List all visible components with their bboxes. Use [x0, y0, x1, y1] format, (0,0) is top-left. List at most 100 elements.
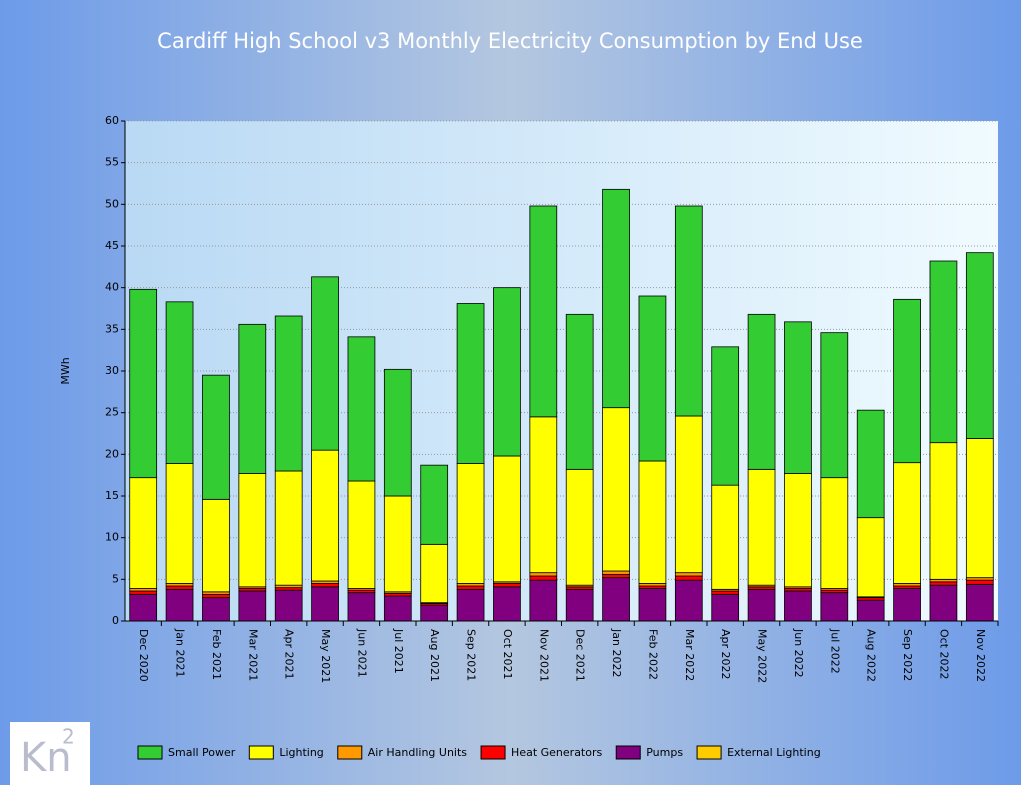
- legend-label: Heat Generators: [511, 746, 602, 759]
- bar-segment: [674, 572, 703, 577]
- x-tick-label: Apr 2022: [719, 629, 732, 680]
- bar-segment: [238, 473, 267, 588]
- bar-segment: [893, 462, 921, 584]
- bar-segment: [965, 579, 994, 585]
- bar-segment: [311, 583, 339, 588]
- bar-segment: [202, 593, 230, 599]
- bar-segment: [820, 332, 849, 479]
- bar-segment: [747, 588, 776, 622]
- y-tick-label: 25: [105, 406, 119, 419]
- bar-segment: [529, 205, 558, 418]
- legend-swatch: [480, 745, 506, 760]
- bar-segment: [784, 590, 812, 622]
- bar-segment: [893, 298, 921, 464]
- bar-segment: [529, 579, 558, 622]
- bar-segment: [420, 464, 449, 545]
- bar-segment: [493, 455, 521, 583]
- bar-segment: [711, 590, 740, 595]
- bar-segment: [929, 584, 958, 622]
- bar-segment: [893, 588, 921, 622]
- bar-segment: [674, 575, 703, 581]
- x-tick-label: Nov 2022: [974, 629, 987, 682]
- x-tick-label: Apr 2021: [283, 629, 296, 680]
- bar-segment: [165, 463, 194, 584]
- bar-segment: [129, 593, 158, 622]
- bar-segment: [202, 597, 230, 622]
- bar-segment: [965, 252, 994, 439]
- x-tick-label: Dec 2021: [574, 629, 587, 682]
- y-tick-label: 20: [105, 447, 119, 460]
- bar-segment: [820, 592, 849, 622]
- bar-segment: [274, 470, 303, 586]
- bar-segment: [602, 577, 630, 622]
- y-tick-label: 55: [105, 156, 119, 169]
- x-tick-label: Aug 2021: [428, 629, 441, 682]
- y-axis-label: MWh: [59, 357, 72, 384]
- bar-segment: [929, 442, 958, 580]
- x-tick-label: Jan 2022: [610, 628, 623, 677]
- bar-segment: [711, 484, 740, 590]
- bar-segment: [529, 572, 558, 577]
- bar-segment: [202, 374, 230, 500]
- x-tick-label: Jul 2022: [828, 628, 841, 674]
- bar-segment: [565, 468, 594, 586]
- bar-segment: [747, 313, 776, 470]
- bar-segment: [674, 205, 703, 417]
- bar-segment: [602, 188, 630, 409]
- bar-segment: [929, 260, 958, 444]
- bar-segment: [311, 449, 339, 582]
- bar-segment: [493, 583, 521, 588]
- bar-segment: [965, 583, 994, 622]
- bar-segment: [784, 473, 812, 588]
- bar-segment: [638, 588, 667, 622]
- bar-segment: [856, 599, 885, 622]
- bar-segment: [820, 477, 849, 589]
- bar-segment: [420, 604, 449, 622]
- bar-segment: [165, 585, 194, 590]
- y-tick-label: 30: [105, 364, 119, 377]
- bar-segment: [311, 276, 339, 451]
- x-tick-label: Jan 2021: [174, 628, 187, 677]
- bar-segment: [602, 573, 630, 579]
- x-tick-label: Feb 2021: [210, 629, 223, 680]
- bar-segment: [674, 415, 703, 574]
- logo: Kn: [20, 735, 72, 781]
- legend-label: Pumps: [646, 746, 683, 759]
- bar-segment: [493, 287, 521, 457]
- bar-segment: [638, 295, 667, 462]
- bar-segment: [311, 586, 339, 622]
- x-tick-label: Jun 2022: [792, 628, 805, 678]
- bar-segment: [456, 588, 485, 622]
- bar-segment: [383, 595, 412, 622]
- bar-segment: [711, 346, 740, 486]
- x-tick-label: May 2022: [756, 629, 769, 683]
- bar-segment: [747, 468, 776, 586]
- bar-segment: [129, 288, 158, 479]
- legend-swatch: [137, 745, 163, 760]
- bar-segment: [493, 586, 521, 622]
- bar-segment: [856, 517, 885, 598]
- bar-segment: [565, 313, 594, 470]
- logo-superscript: 2: [62, 725, 75, 749]
- x-tick-label: May 2021: [319, 629, 332, 683]
- bar-segment: [165, 301, 194, 464]
- bar-segment: [638, 460, 667, 584]
- bar-segment: [456, 303, 485, 464]
- bar-segment: [565, 588, 594, 622]
- x-tick-label: Mar 2022: [683, 629, 696, 681]
- x-tick-label: Mar 2021: [246, 629, 259, 681]
- legend-label: External Lighting: [727, 746, 821, 759]
- legend-label: Small Power: [168, 746, 236, 759]
- bar-segment: [529, 416, 558, 574]
- bar-segment: [238, 323, 267, 474]
- bar-segment: [129, 590, 158, 595]
- bar-segment: [274, 589, 303, 622]
- legend-label: Lighting: [279, 746, 323, 759]
- bar-segment: [165, 588, 194, 622]
- bar-segment: [238, 590, 267, 622]
- bar-segment: [711, 593, 740, 622]
- x-tick-label: Jul 2021: [392, 628, 405, 674]
- bar-segment: [347, 592, 376, 622]
- x-tick-label: Jun 2021: [355, 628, 368, 678]
